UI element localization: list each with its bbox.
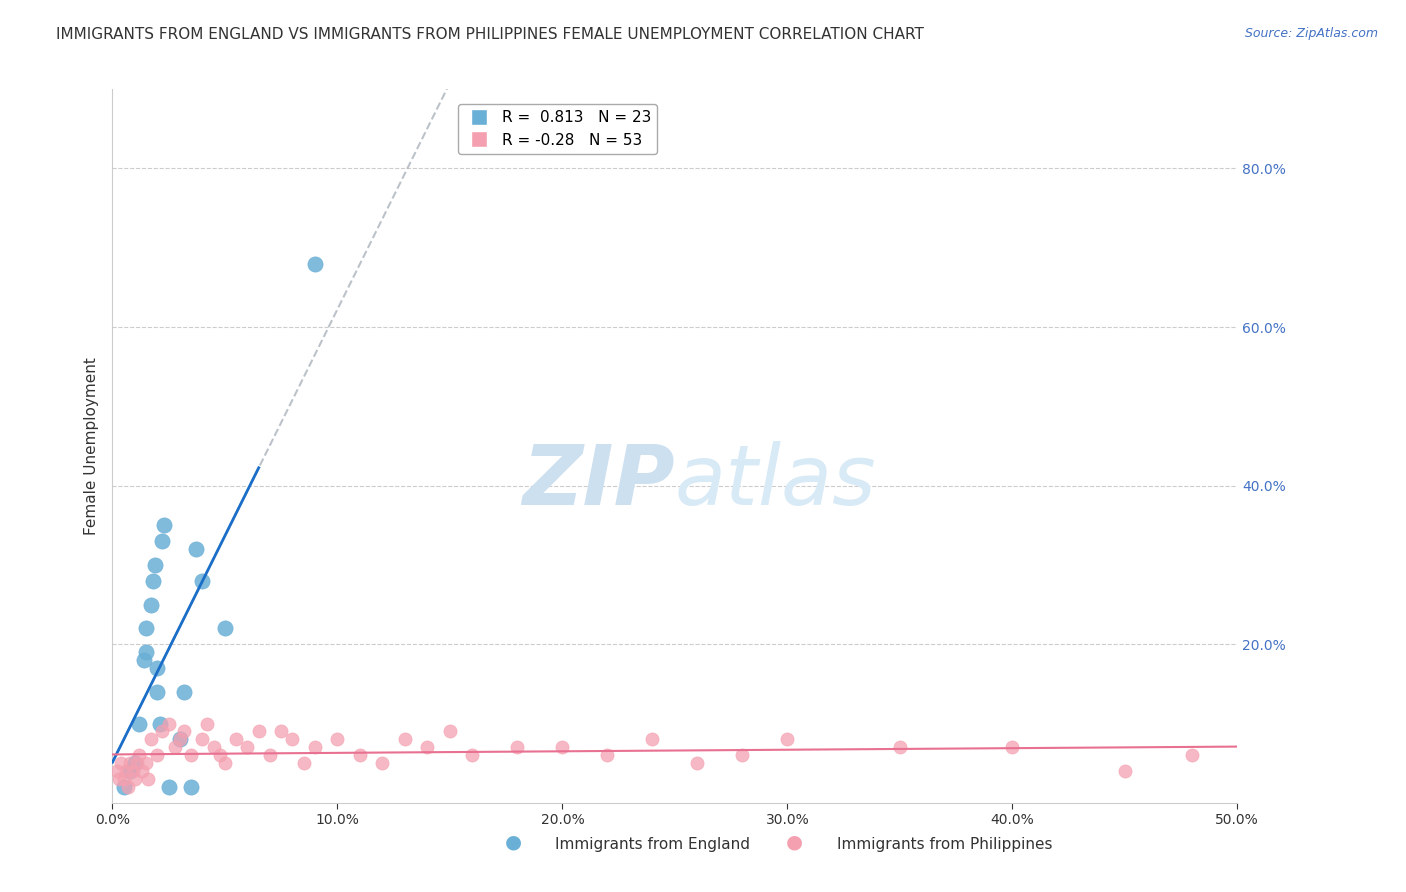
Y-axis label: Female Unemployment: Female Unemployment — [83, 357, 98, 535]
Point — [105, 764, 128, 778]
Point — [304, 740, 326, 755]
Point — [120, 764, 142, 778]
Point — [138, 772, 160, 786]
Point — [110, 756, 132, 771]
Point — [146, 661, 169, 675]
Point — [150, 534, 173, 549]
Point — [139, 598, 162, 612]
Point — [641, 732, 664, 747]
Text: atlas: atlas — [675, 442, 876, 522]
Point — [371, 756, 394, 771]
Point — [135, 621, 157, 635]
Point — [169, 732, 191, 747]
Legend: R =  0.813   N = 23, R = -0.28   N = 53: R = 0.813 N = 23, R = -0.28 N = 53 — [457, 104, 658, 153]
Point — [202, 740, 225, 755]
Point — [439, 724, 461, 739]
Point — [506, 740, 529, 755]
Point — [889, 740, 911, 755]
Point — [195, 716, 218, 731]
Point — [214, 621, 236, 635]
Point — [461, 748, 484, 763]
Point — [1114, 764, 1136, 778]
Point — [108, 772, 131, 786]
Point — [349, 748, 371, 763]
Point — [394, 732, 416, 747]
Point — [731, 748, 754, 763]
Point — [326, 732, 349, 747]
Point — [153, 518, 176, 533]
Point — [143, 558, 166, 572]
Point — [132, 653, 155, 667]
Point — [150, 724, 173, 739]
Text: ZIP: ZIP — [522, 442, 675, 522]
Point — [1001, 740, 1024, 755]
Point — [191, 732, 214, 747]
Point — [124, 756, 146, 771]
Point — [115, 764, 138, 778]
Point — [135, 756, 157, 771]
Point — [169, 732, 191, 747]
Point — [292, 756, 315, 771]
Point — [117, 780, 139, 794]
Point — [209, 748, 232, 763]
Point — [121, 764, 143, 778]
Point — [112, 780, 135, 794]
Point — [270, 724, 292, 739]
Text: Immigrants from England: Immigrants from England — [555, 837, 751, 852]
Text: Immigrants from Philippines: Immigrants from Philippines — [837, 837, 1052, 852]
Point — [304, 257, 326, 271]
Point — [180, 748, 202, 763]
Point — [236, 740, 259, 755]
Point — [149, 716, 172, 731]
Point — [686, 756, 709, 771]
Point — [142, 574, 165, 588]
Point — [128, 748, 150, 763]
Point — [259, 748, 281, 763]
Point — [416, 740, 439, 755]
Point — [131, 764, 153, 778]
Point — [596, 748, 619, 763]
Point — [146, 748, 169, 763]
Point — [214, 756, 236, 771]
Point — [146, 685, 169, 699]
Point — [157, 780, 180, 794]
Point — [225, 732, 247, 747]
Point — [184, 542, 207, 557]
Text: IMMIGRANTS FROM ENGLAND VS IMMIGRANTS FROM PHILIPPINES FEMALE UNEMPLOYMENT CORRE: IMMIGRANTS FROM ENGLAND VS IMMIGRANTS FR… — [56, 27, 924, 42]
Point — [551, 740, 574, 755]
Point — [165, 740, 187, 755]
Point — [128, 716, 150, 731]
Point — [157, 716, 180, 731]
Point — [139, 732, 162, 747]
Point — [127, 756, 149, 771]
Text: ●: ● — [505, 833, 522, 852]
Point — [1181, 748, 1204, 763]
Point — [191, 574, 214, 588]
Point — [776, 732, 799, 747]
Point — [135, 645, 157, 659]
Text: ●: ● — [786, 833, 803, 852]
Point — [173, 685, 195, 699]
Text: Source: ZipAtlas.com: Source: ZipAtlas.com — [1244, 27, 1378, 40]
Point — [173, 724, 195, 739]
Point — [180, 780, 202, 794]
Point — [120, 756, 142, 771]
Point — [112, 772, 135, 786]
Point — [281, 732, 304, 747]
Point — [247, 724, 270, 739]
Point — [124, 772, 146, 786]
